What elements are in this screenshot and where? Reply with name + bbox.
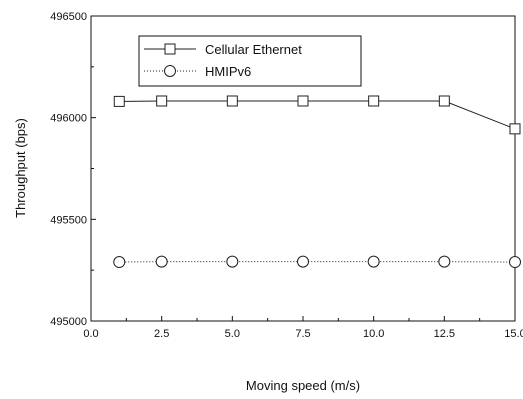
x-tick-label: 5.0: [225, 328, 240, 340]
y-tick-label: 495500: [50, 214, 87, 226]
x-tick-label: 0.0: [83, 328, 98, 340]
x-axis: 0.0 2.5 5.0 7.5 10.0 12.5 15.0: [83, 316, 523, 340]
y-axis-title: Throughput (bps): [13, 118, 28, 218]
legend-label-cellular-ethernet: Cellular Ethernet: [205, 42, 302, 57]
legend-box: [138, 35, 362, 87]
y-tick-label: 495000: [50, 316, 87, 328]
legend: Cellular Ethernet HMIPv6: [138, 35, 362, 87]
y-axis: 495000 495500 496000 496500: [50, 11, 96, 328]
data-point-cellular-ethernet: [438, 95, 450, 107]
y-tick-label: 496500: [50, 11, 87, 23]
legend-marker-square: [164, 43, 176, 55]
y-tick-label: 496000: [50, 113, 87, 125]
data-point-hmipv6: [297, 255, 309, 268]
series-layer: [113, 95, 521, 269]
data-point-cellular-ethernet: [509, 123, 521, 135]
x-axis-title: Moving speed (m/s): [246, 378, 360, 393]
legend-marker-circle: [164, 65, 176, 77]
data-point-cellular-ethernet: [113, 95, 125, 107]
x-tick-label: 7.5: [295, 328, 310, 340]
data-point-hmipv6: [226, 255, 239, 268]
data-point-hmipv6: [367, 255, 380, 268]
x-tick-label: 12.5: [434, 328, 455, 340]
series-line-cellular-ethernet: [119, 100, 516, 130]
data-point-hmipv6: [438, 255, 451, 268]
x-tick-label: 15.0: [504, 328, 523, 340]
data-point-cellular-ethernet: [156, 95, 168, 107]
data-point-cellular-ethernet: [226, 95, 238, 107]
data-point-hmipv6: [509, 256, 521, 269]
legend-label-hmipv6: HMIPv6: [205, 64, 251, 79]
data-point-hmipv6: [155, 255, 168, 268]
data-point-cellular-ethernet: [368, 95, 380, 107]
x-tick-label: 10.0: [363, 328, 384, 340]
x-tick-label: 2.5: [154, 328, 169, 340]
data-point-cellular-ethernet: [297, 95, 309, 107]
data-point-hmipv6: [113, 256, 126, 269]
